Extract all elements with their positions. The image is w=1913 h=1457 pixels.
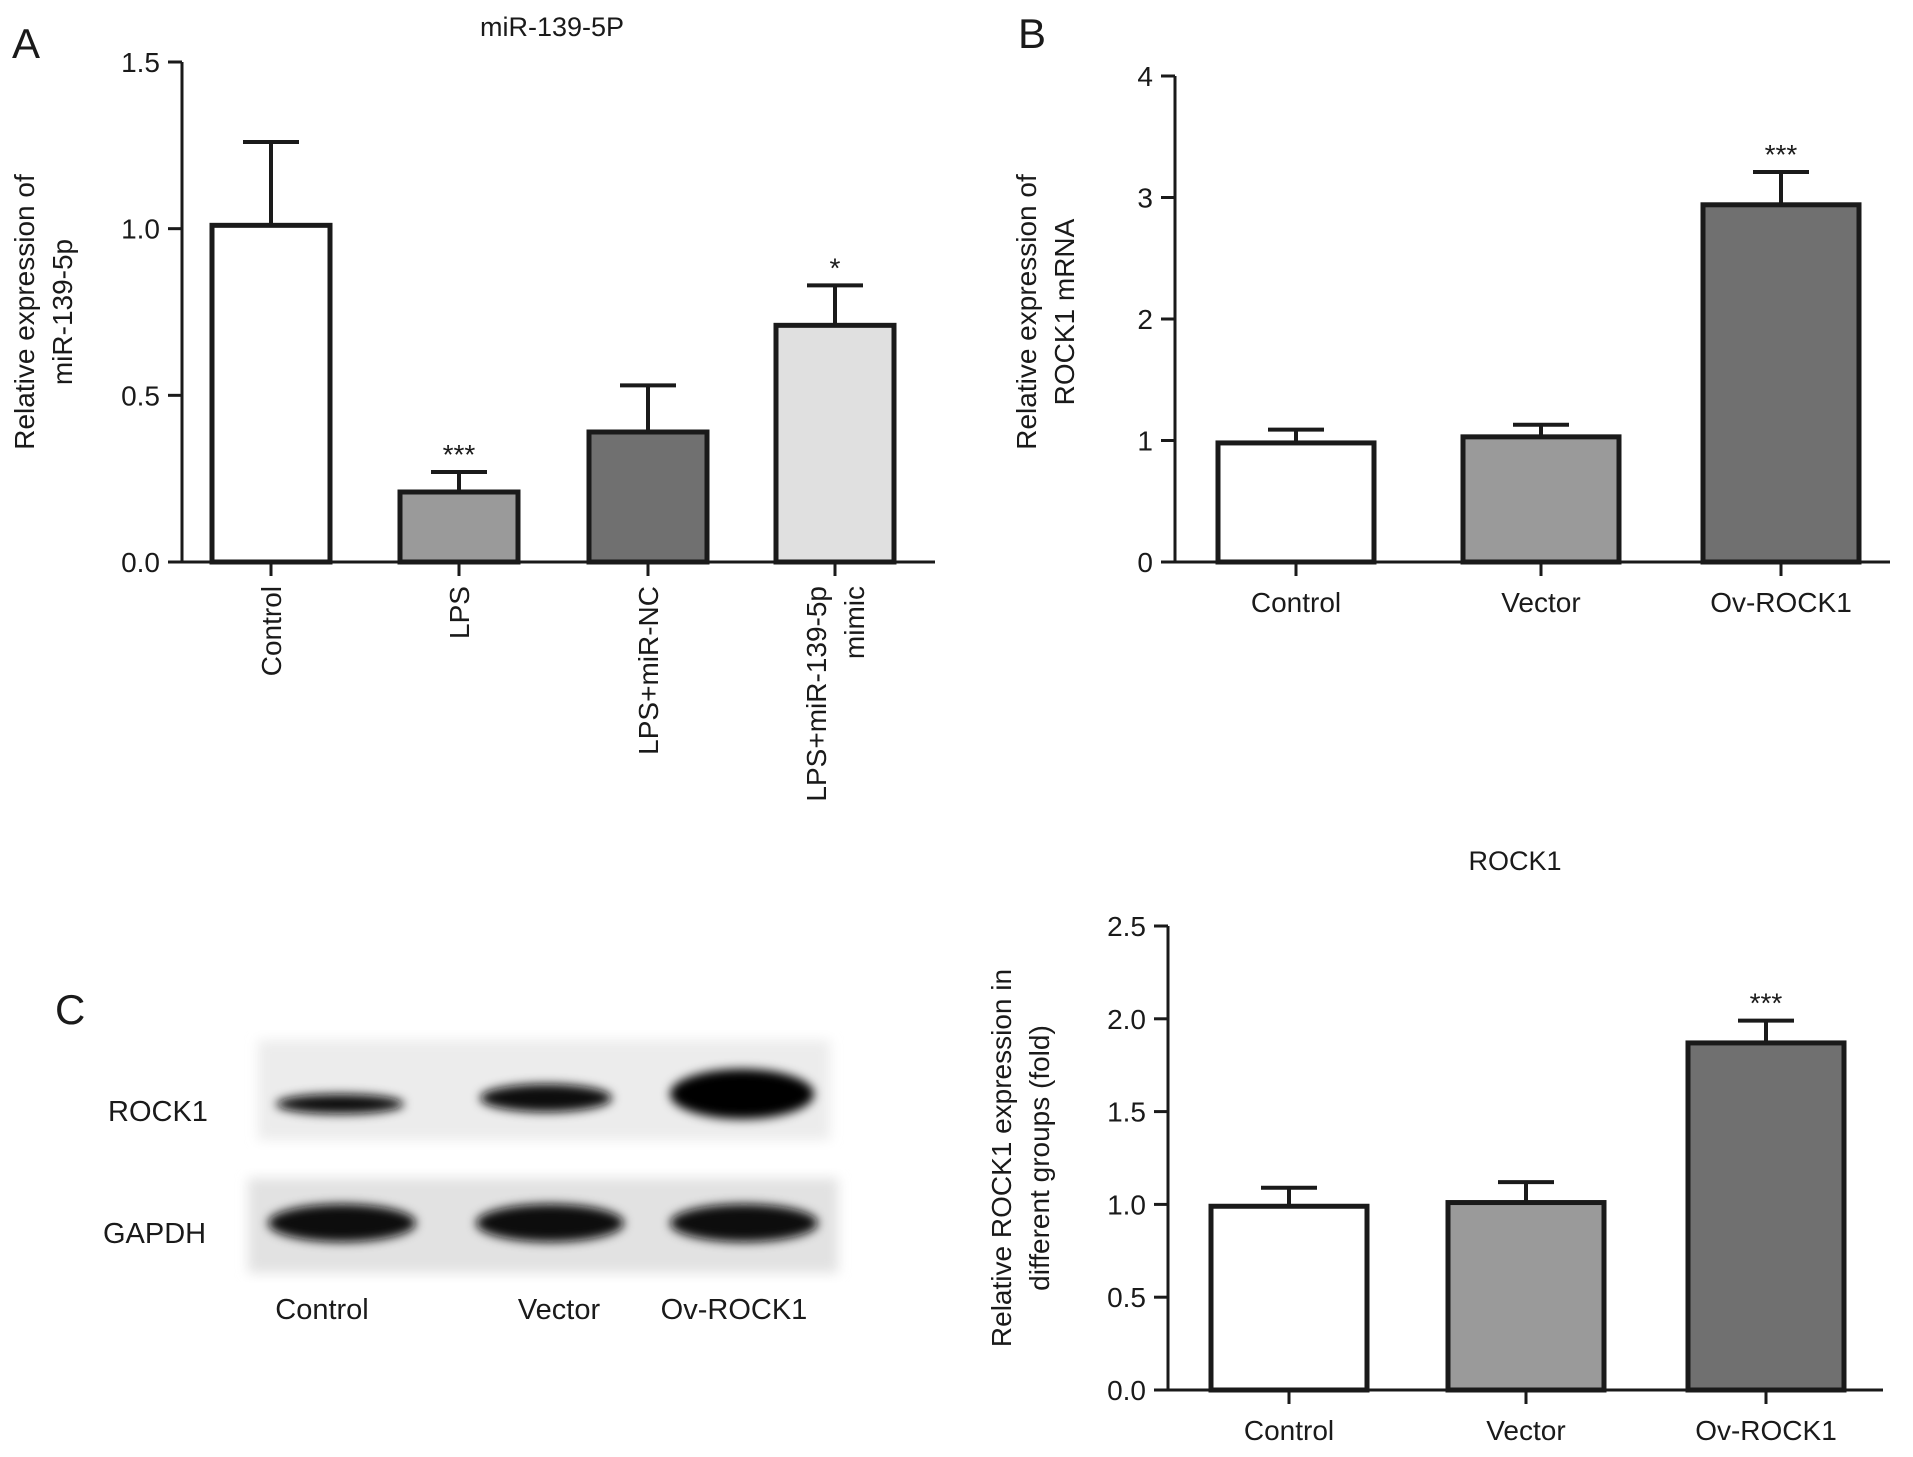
blot-lane-label-vector: Vector [518, 1294, 601, 1326]
chart-a: miR-139-5P Relative expression of miR-139-… [9, 12, 935, 802]
x-tick-label: Ov-ROCK1 [1695, 1415, 1837, 1446]
significance-marker: *** [1765, 139, 1798, 170]
blot-lane-label-ov-rock1: Ov-ROCK1 [661, 1294, 808, 1326]
x-tick-label: LPS+miR-139-5p [801, 586, 832, 802]
y-tick-label: 0 [1137, 547, 1153, 578]
x-tick-label: Vector [1486, 1415, 1565, 1446]
chart-title: ROCK1 [1468, 846, 1561, 876]
bar-vector [1445, 1200, 1607, 1393]
y-tick-label: 4 [1137, 61, 1153, 92]
y-tick-label: 3 [1137, 183, 1153, 214]
x-tick-label: Ov-ROCK1 [1710, 587, 1852, 618]
bar-vector [1460, 434, 1622, 565]
x-tick-label: LPS [444, 586, 475, 639]
y-tick-label: 1 [1137, 426, 1153, 457]
y-tick-label: 2.5 [1107, 911, 1146, 942]
blot-row-label-rock1: ROCK1 [108, 1096, 208, 1128]
bar-lps [397, 489, 521, 565]
significance-marker: * [830, 252, 841, 283]
x-tick-label: LPS+miR-NC [633, 586, 664, 755]
y-tick-label: 0.5 [121, 380, 160, 411]
panel-label-a: A [12, 20, 40, 67]
y-axis-title: Relative ROCK1 expression in [986, 969, 1017, 1347]
blot-band-rock1-ov-rock1 [670, 1069, 814, 1119]
blot-band-rock1-vector [480, 1084, 612, 1112]
chart-c: ROCK1 Relative ROCK1 expression in differe… [986, 846, 1883, 1446]
x-tick-label: Control [1244, 1415, 1334, 1446]
y-tick-label: 1.0 [1107, 1189, 1146, 1220]
y-axis-title: miR-139-5p [47, 239, 78, 385]
y-axis-title: different groups (fold) [1024, 1025, 1055, 1291]
blot-band-gapdh-control [268, 1204, 416, 1242]
bar-control [209, 222, 333, 565]
y-tick-label: 0.5 [1107, 1282, 1146, 1313]
y-tick-label: 1.0 [121, 214, 160, 245]
bar-ov-rock1 [1685, 1040, 1847, 1393]
y-tick-label: 1.5 [1107, 1097, 1146, 1128]
blot-band-gapdh-vector [476, 1204, 624, 1242]
bar-control [1208, 1203, 1370, 1393]
significance-marker: *** [1750, 988, 1783, 1019]
y-tick-label: 0.0 [1107, 1375, 1146, 1406]
significance-marker: *** [443, 439, 476, 470]
x-tick-label: Vector [1501, 587, 1580, 618]
blot-band-rock1-control [276, 1094, 404, 1114]
western-blot: ROCK1 GAPDH Control Vector Ov-ROCK1 [103, 1040, 838, 1326]
bar-control [1215, 440, 1377, 565]
x-tick-label: Control [256, 586, 287, 676]
chart-title: miR-139-5P [480, 12, 624, 42]
bar-lps-mir-139-5p-mimic [773, 322, 897, 565]
panel-label-c: C [55, 986, 85, 1033]
y-axis-title: Relative expression of [9, 174, 40, 450]
panel-label-b: B [1018, 10, 1046, 57]
blot-lane-label-control: Control [275, 1294, 369, 1326]
y-axis-title: Relative expression of [1011, 174, 1042, 450]
y-axis-title: ROCK1 mRNA [1049, 218, 1080, 405]
y-tick-label: 1.5 [121, 47, 160, 78]
chart-b: Relative expression of ROCK1 mRNA 0 1 2 3 4 Con… [1011, 61, 1890, 618]
y-tick-label: 2.0 [1107, 1004, 1146, 1035]
y-tick-label: 0.0 [121, 547, 160, 578]
bar-ov-rock1 [1700, 202, 1862, 565]
bar-lps-mir-nc [586, 429, 710, 565]
y-tick-label: 2 [1137, 304, 1153, 335]
x-tick-label: mimic [839, 586, 870, 659]
x-tick-label: Control [1251, 587, 1341, 618]
blot-band-gapdh-ov-rock1 [670, 1204, 818, 1242]
blot-row-label-gapdh: GAPDH [103, 1218, 206, 1250]
